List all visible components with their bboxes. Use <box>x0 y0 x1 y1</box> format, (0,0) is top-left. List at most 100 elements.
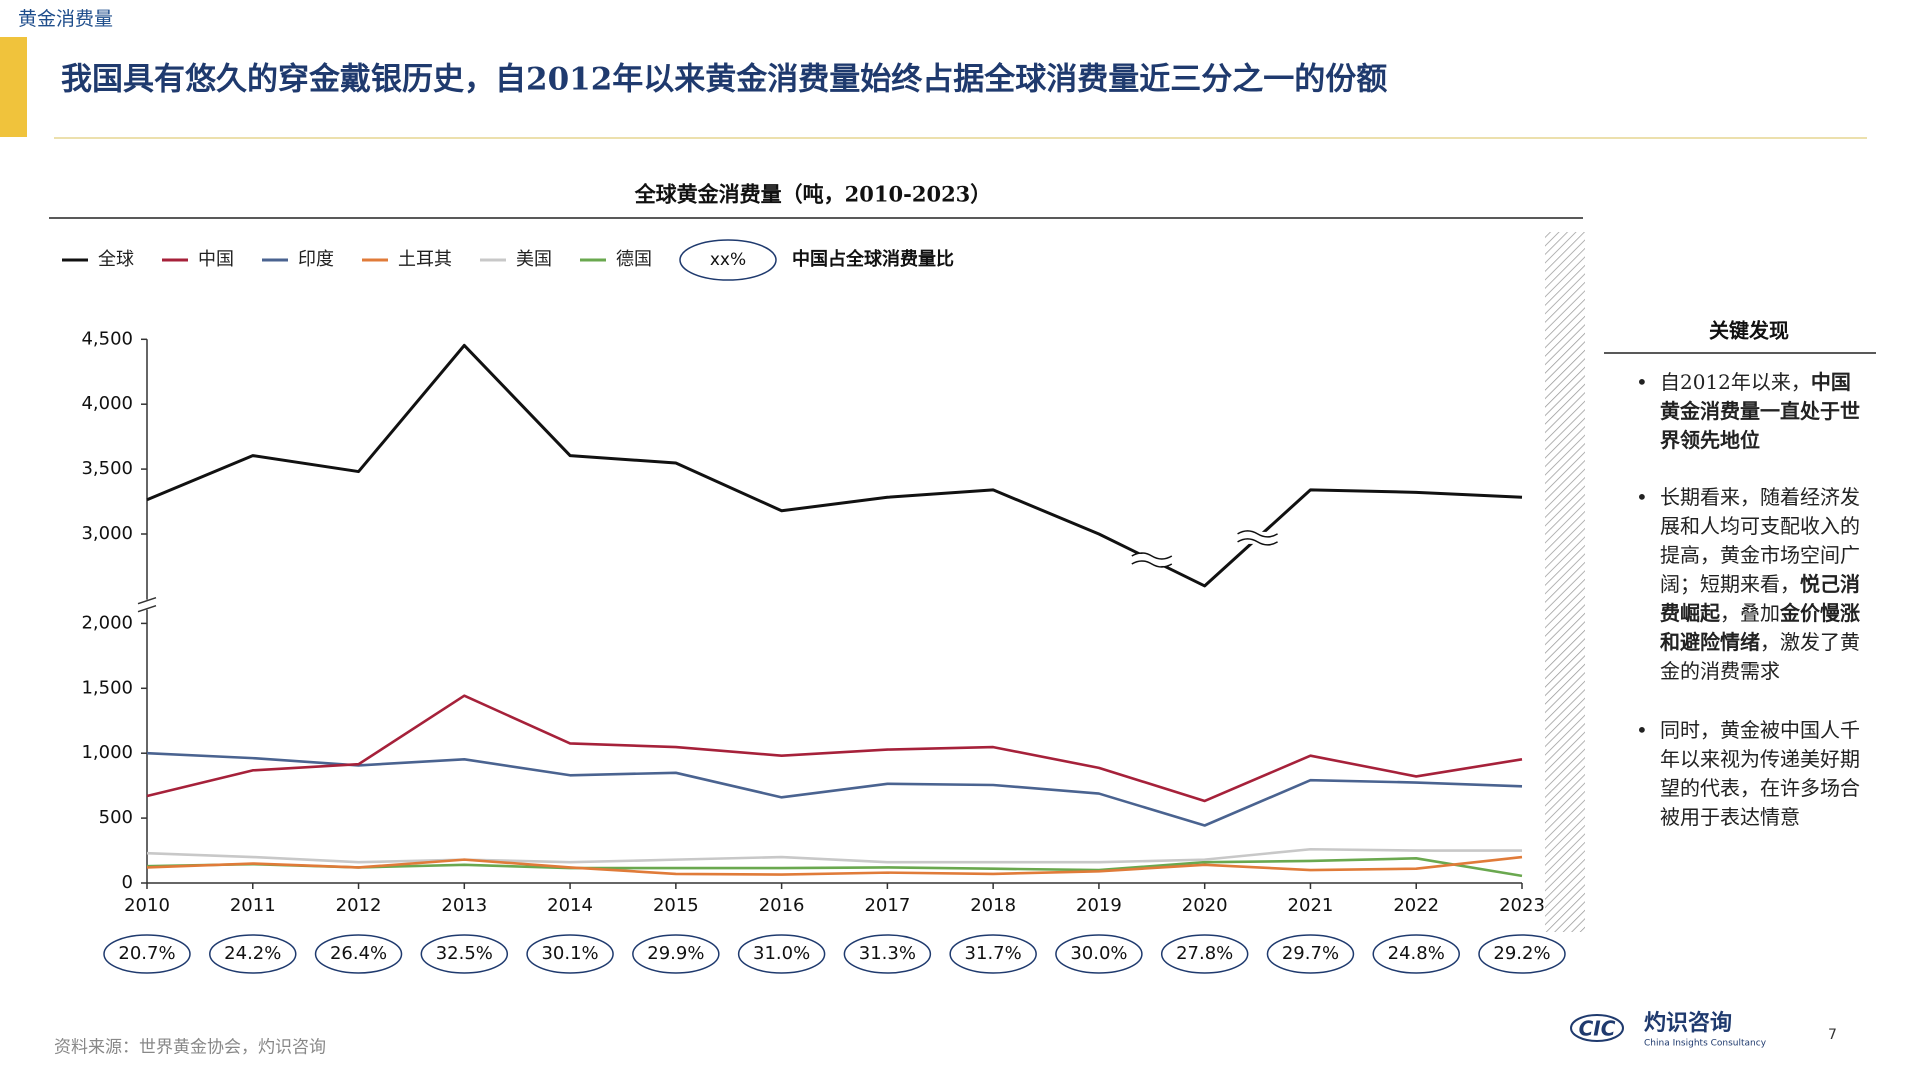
axis-break-gap <box>139 599 155 610</box>
legend-label: 德国 <box>616 249 652 270</box>
series-line <box>146 751 1523 827</box>
x-tick-label: 2013 <box>441 895 487 916</box>
series-line <box>146 855 1523 876</box>
finding-text: 长期看来，随着经济发展和人均可支配收入的提高，黄金市场空间广阔；短期来看， <box>1660 485 1860 596</box>
finding-text: ，叠加 <box>1720 601 1780 625</box>
share-ring <box>1160 934 1249 974</box>
x-tick-label: 2017 <box>864 895 910 916</box>
legend-share-ring <box>679 239 777 281</box>
share-ring <box>1372 934 1460 974</box>
share-label: 31.0% <box>753 943 810 964</box>
line-break-gap <box>1131 553 1172 566</box>
legend-label: 全球 <box>98 249 134 270</box>
y-tick-label: 3,500 <box>81 458 133 479</box>
x-tick-label: 2019 <box>1076 895 1122 916</box>
y-tick-label: 4,500 <box>81 328 133 349</box>
x-tick-label: 2023 <box>1499 895 1545 916</box>
finding-text: 同时，黄金被中国人千年以来视为传递美好期望的代表，在许多场合被用于表达情意 <box>1660 718 1860 829</box>
finding-text: 自2012年以来， <box>1660 370 1811 394</box>
series-line <box>146 847 1522 864</box>
share-ring <box>1478 934 1566 974</box>
logo-sub: China Insights Consultancy <box>1644 1039 1767 1049</box>
x-tick-label: 2010 <box>124 895 170 916</box>
x-tick-label: 2012 <box>336 895 382 916</box>
x-tick-label: 2016 <box>759 895 805 916</box>
share-label: 20.7% <box>118 943 175 964</box>
page-number: 7 <box>1828 1027 1837 1043</box>
legend-label: 美国 <box>516 249 552 270</box>
share-ring <box>314 934 403 974</box>
chart-title: 全球黄金消费量（吨，2010-2023） <box>634 182 992 207</box>
accent-bar <box>0 37 27 137</box>
y-tick-label: 1,500 <box>81 677 133 698</box>
legend-label: 印度 <box>298 249 334 270</box>
x-tick-label: 2021 <box>1288 895 1334 916</box>
finding-text: ，激发了黄金的消费需求 <box>1660 630 1860 683</box>
source-note: 资料来源：世界黄金协会，灼识咨询 <box>54 1038 326 1058</box>
legend-share-sample: xx% <box>710 250 746 270</box>
series-line <box>146 694 1523 803</box>
share-label: 30.1% <box>541 943 598 964</box>
y-tick-label: 3,000 <box>81 523 133 544</box>
x-tick-label: 2011 <box>230 895 276 916</box>
finding-text: 中国黄金消费量一直处于世界领先地位 <box>1660 370 1860 452</box>
finding-bullet: 同时，黄金被中国人千年以来视为传递美好期望的代表，在许多场合被用于表达情意 <box>1636 716 1866 832</box>
logo-name: 灼识咨询 <box>1644 1010 1732 1036</box>
legend-label: 中国 <box>198 249 234 270</box>
key-findings: 自2012年以来，中国黄金消费量一直处于世界领先地位长期看来，随着经济发展和人均… <box>1636 368 1866 860</box>
share-ring <box>1266 934 1355 974</box>
axis-break-mark <box>137 604 157 613</box>
line-break-gap <box>1237 531 1278 544</box>
share-ring <box>1055 934 1143 974</box>
share-label: 29.2% <box>1493 943 1550 964</box>
series-line <box>146 343 1523 588</box>
share-label: 32.5% <box>436 943 493 964</box>
y-tick-label: 500 <box>99 807 133 828</box>
legend-label: 土耳其 <box>398 249 452 270</box>
legend-share-label: 中国占全球消费量比 <box>792 248 954 270</box>
line-break-mark <box>1131 552 1173 560</box>
y-tick-label: 1,000 <box>81 742 133 763</box>
share-label: 31.3% <box>859 943 916 964</box>
hatched-divider <box>1545 232 1585 932</box>
share-ring <box>737 934 826 974</box>
line-break-mark <box>1237 538 1278 546</box>
share-ring <box>949 934 1037 974</box>
share-label: 24.2% <box>224 943 281 964</box>
section-label: 黄金消费量 <box>18 8 113 30</box>
y-tick-label: 4,000 <box>81 393 133 414</box>
x-tick-label: 2018 <box>970 895 1016 916</box>
key-findings-title: 关键发现 <box>1709 319 1789 343</box>
line-break-mark <box>1237 530 1278 538</box>
share-ring <box>632 934 720 974</box>
share-label: 31.7% <box>965 943 1022 964</box>
share-ring <box>843 934 932 974</box>
axis-break-mark <box>137 596 157 605</box>
share-ring <box>420 934 509 974</box>
share-label: 26.4% <box>330 943 387 964</box>
line-break-mark <box>1131 560 1173 568</box>
finding-text: 金价慢涨和避险情绪 <box>1660 601 1860 654</box>
share-label: 29.7% <box>1282 943 1339 964</box>
x-tick-label: 2022 <box>1393 895 1439 916</box>
x-tick-label: 2015 <box>653 895 699 916</box>
finding-text: 悦己消费崛起 <box>1660 572 1860 625</box>
share-label: 29.9% <box>647 943 704 964</box>
share-label: 30.0% <box>1070 943 1127 964</box>
finding-bullet: 长期看来，随着经济发展和人均可支配收入的提高，黄金市场空间广阔；短期来看，悦己消… <box>1636 483 1866 686</box>
share-ring <box>103 934 191 974</box>
share-ring <box>526 934 614 974</box>
y-tick-label: 2,000 <box>81 612 133 633</box>
share-label: 27.8% <box>1176 943 1233 964</box>
share-label: 24.8% <box>1388 943 1445 964</box>
logo-ring <box>1570 1014 1624 1042</box>
y-tick-label: 0 <box>122 872 133 893</box>
x-tick-label: 2014 <box>547 895 593 916</box>
x-tick-label: 2020 <box>1182 895 1228 916</box>
slide-title: 我国具有悠久的穿金戴银历史，自2012年以来黄金消费量始终占据全球消费量近三分之… <box>61 62 1387 98</box>
logo-mark: CIC <box>1579 1017 1616 1041</box>
finding-bullet: 自2012年以来，中国黄金消费量一直处于世界领先地位 <box>1636 368 1866 455</box>
share-ring <box>209 934 297 974</box>
